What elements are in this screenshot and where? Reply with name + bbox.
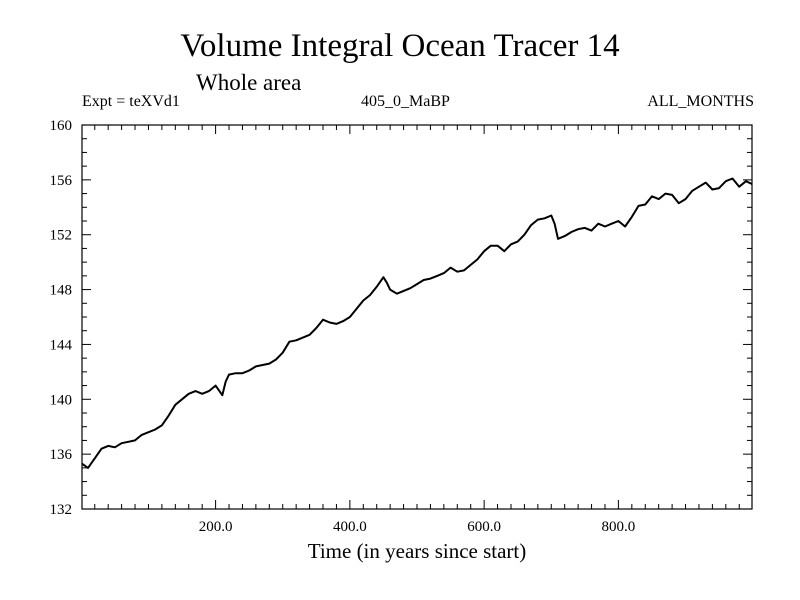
y-tick-label: 160 bbox=[50, 118, 73, 134]
tick-marks bbox=[82, 125, 752, 509]
months-label: ALL_MONTHS bbox=[647, 93, 754, 110]
x-tick-label: 800.0 bbox=[602, 519, 636, 535]
chart-title: Volume Integral Ocean Tracer 14 bbox=[180, 28, 620, 64]
y-tick-label: 148 bbox=[50, 283, 73, 299]
series-line bbox=[81, 177, 753, 469]
y-tick-label: 136 bbox=[50, 447, 73, 463]
x-tick-label: 600.0 bbox=[467, 519, 501, 535]
chart-subtitle: Whole area bbox=[196, 70, 302, 95]
y-tick-labels: 132 136 140 144 148 152 156 160 bbox=[50, 118, 73, 518]
y-tick-label: 132 bbox=[50, 502, 73, 518]
plot-frame bbox=[81, 124, 753, 510]
x-tick-label: 400.0 bbox=[333, 519, 367, 535]
y-tick-label: 140 bbox=[50, 392, 73, 408]
experiment-label: Expt = teXVd1 bbox=[82, 93, 180, 110]
y-tick-label: 144 bbox=[50, 337, 73, 353]
x-tick-labels: 200.0 400.0 600.0 800.0 bbox=[199, 519, 636, 535]
x-tick-label: 200.0 bbox=[199, 519, 233, 535]
y-tick-label: 156 bbox=[50, 173, 73, 189]
y-tick-label: 152 bbox=[50, 228, 73, 244]
run-label: 405_0_MaBP bbox=[361, 93, 450, 110]
x-axis-label: Time (in years since start) bbox=[308, 539, 527, 563]
